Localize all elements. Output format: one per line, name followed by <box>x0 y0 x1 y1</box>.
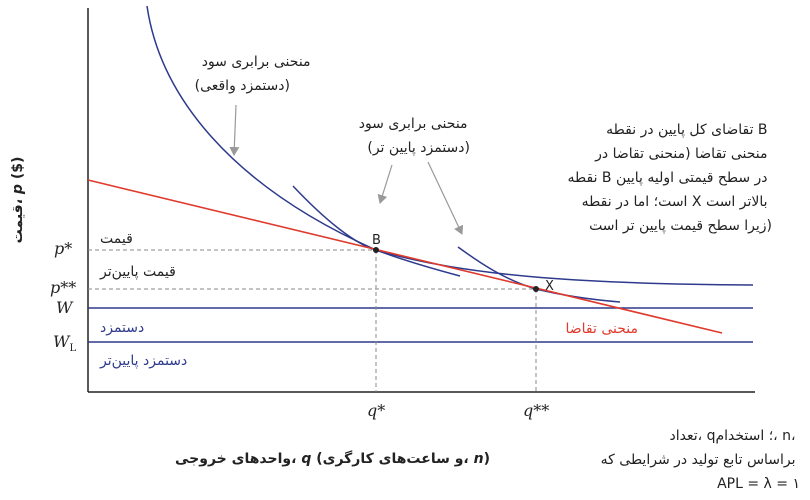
y-axis-title-group: قیمت، p ($) <box>10 157 26 244</box>
annotation-demand-note-line3: نقطه B در سطح قیمتی اولیه پایین <box>568 170 768 186</box>
tick-w-low-sub: L <box>69 343 76 354</box>
x-axis-title-var2: n <box>474 451 484 467</box>
x-axis-title-part2: (و ساعت‌های کارگری، <box>311 450 473 467</box>
annotation-isoprofit-actual: منحنی برابری سود (دستمزد واقعی) <box>195 54 315 94</box>
annotation-isoprofit-actual-line1: منحنی برابری سود <box>202 54 311 70</box>
demand-curve <box>87 179 723 334</box>
annotation-demand-note-line4: است؛ اما در نقطه X بالاتر است <box>582 194 768 210</box>
tick-w: W <box>56 298 74 317</box>
label-wage: دستمزد <box>100 320 144 336</box>
point-x-label: X <box>545 279 554 294</box>
y-axis-title-var: p <box>10 184 26 195</box>
y-axis-title-part2: ($) <box>10 157 26 184</box>
annotation-demand-note: تقاضای کل پایین در نقطه B منحنی تقاضا (م… <box>568 122 772 234</box>
annotation-demand-note-line5: زیرا سطح قیمت پایین تر است) <box>589 218 772 234</box>
annotation-isoprofit-actual-line2: (دستمزد واقعی) <box>195 78 290 94</box>
annotation-isoprofit-lower: منحنی برابری سود (دستمزد پایین تر) <box>359 116 472 156</box>
label-demand-curve: منحنی تقاضا <box>565 321 638 337</box>
x-axis-title-var: q <box>301 451 311 467</box>
x-axis-title-part1: واحدهای خروجی، <box>175 451 301 467</box>
y-axis-title: قیمت، p ($) <box>10 157 26 244</box>
tick-p-star: p* <box>54 239 72 258</box>
annotation-production-note-line1: تعداد، q؛ استخدام، n، <box>669 428 795 444</box>
annotation-production-note: تعداد، q؛ استخدام، n، براساس تابع تولید … <box>601 428 800 492</box>
annotation-isoprofit-lower-line1: منحنی برابری سود <box>359 116 468 132</box>
annotation-production-note-line2: براساس تابع تولید در شرایطی که <box>601 452 796 468</box>
label-lower-wage: دستمزد پایین‌تر <box>99 353 187 369</box>
x-axis-title-part3: ) <box>484 451 490 467</box>
annotation-isoprofit-lower-line2: (دستمزد پایین تر) <box>367 140 470 156</box>
tick-p-star2: p** <box>50 278 76 297</box>
tick-w-low-base: W <box>53 332 71 351</box>
annotation-production-note-line3: APL = λ = ۱ <box>717 476 800 492</box>
arrow-to-lower-isoprofit-x <box>427 161 464 235</box>
label-price: قیمت <box>100 231 133 247</box>
y-axis-title-part1: قیمت، <box>10 194 26 243</box>
tick-w-low: WL <box>53 332 76 354</box>
arrow-to-actual-isoprofit <box>229 104 240 156</box>
point-b-dot <box>373 247 379 253</box>
label-lower-price: قیمت پایین‌تر <box>99 264 176 280</box>
tick-q-star: q* <box>367 401 385 420</box>
isoprofit-curve-lower-wage-b <box>292 185 461 277</box>
point-b-label: B <box>372 233 381 248</box>
annotation-demand-note-line1: تقاضای کل پایین در نقطه B <box>606 122 767 138</box>
x-axis-title: واحدهای خروجی، q (و ساعت‌های کارگری، n) <box>175 450 490 467</box>
annotation-demand-note-line2: منحنی تقاضا (منحنی تقاضا در <box>594 146 767 162</box>
point-x-dot <box>533 286 539 292</box>
arrow-to-lower-isoprofit-b <box>377 164 393 204</box>
tick-q-star2: q** <box>523 401 549 420</box>
